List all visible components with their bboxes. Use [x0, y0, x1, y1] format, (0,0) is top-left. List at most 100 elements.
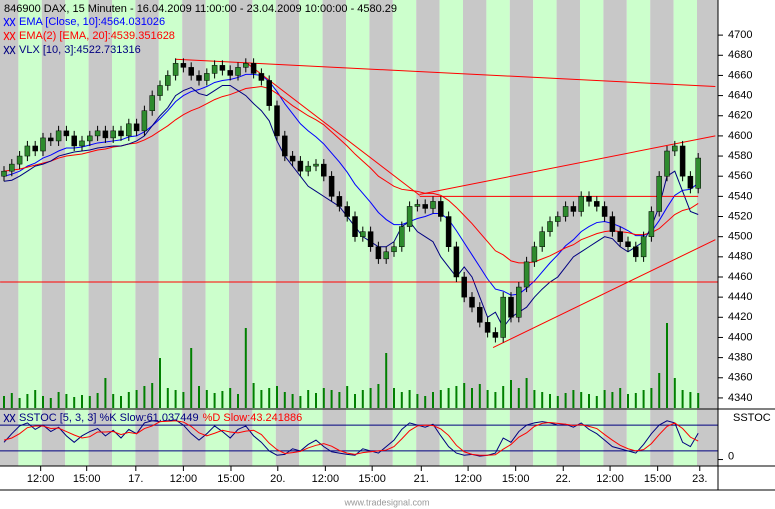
y-tick-label: 4600 [728, 130, 752, 142]
legend-icon [3, 31, 10, 41]
candle-body [118, 130, 124, 137]
y-tick-label: 4480 [728, 251, 752, 263]
legend-icon [3, 413, 10, 423]
volume-bar [658, 373, 661, 408]
candle-body [625, 241, 631, 248]
volume-bar [299, 396, 302, 408]
volume-bar [18, 398, 21, 408]
x-tick-label: 12:00 [596, 473, 624, 485]
volume-bar [315, 393, 317, 408]
volume-bar [603, 390, 606, 408]
volume-bar [346, 386, 349, 408]
x-tick-label: 22. [556, 473, 571, 485]
candle-body [79, 140, 85, 147]
candle-body [664, 150, 670, 177]
trend-line [492, 239, 716, 348]
legend-icon [3, 45, 10, 55]
stripe [88, 0, 112, 466]
candle-body [63, 130, 70, 137]
volume-bar [34, 390, 37, 408]
volume-bar [283, 392, 286, 408]
volume-bar [96, 393, 99, 408]
stripe [182, 0, 206, 466]
legend-icon [3, 17, 10, 27]
volume-bar [369, 388, 372, 408]
volume-bar [330, 390, 333, 408]
volume-bar [166, 388, 169, 408]
session-stripes [0, 0, 718, 466]
volume-bar [697, 393, 700, 408]
candle-body [617, 231, 623, 242]
candle-body [274, 105, 280, 137]
y-tick-label: 4400 [728, 331, 752, 343]
volume-bar [556, 396, 559, 408]
price-panel [0, 58, 718, 408]
volume-bar [229, 388, 232, 408]
legend-label: SSTOC [5, 3, 3] %K Slow:61.037449 [19, 412, 199, 424]
candle-body [102, 130, 109, 139]
candle-body [687, 175, 694, 189]
candle-body [188, 67, 194, 76]
volume-bar [112, 394, 115, 408]
candle-body [258, 73, 265, 81]
axes: 4340 4360 4380 4400 4420 4440 4460 4480 4500 4520… [0, 0, 775, 491]
stripe [0, 0, 19, 466]
candle-body [531, 246, 538, 263]
volume-bar [307, 390, 310, 408]
oscillator-title: SSTOC [733, 412, 771, 424]
legend-label: VLX [10, 3]:4522.731316 [19, 44, 141, 56]
candle-body [633, 246, 639, 258]
volume-bar [143, 386, 146, 408]
candle-body [211, 65, 218, 74]
oscillator-line [3, 420, 699, 456]
stripe [580, 0, 604, 466]
volume-bar [385, 353, 388, 408]
candle-body [414, 204, 421, 207]
candle-body [555, 216, 561, 222]
candle-body [149, 95, 155, 111]
y-tick-label: 4460 [728, 271, 752, 283]
legend-label: EMA [Close, 10]:4564.031026 [19, 16, 165, 28]
y-tick-label: 4700 [728, 29, 752, 41]
y-tick-label: 4440 [728, 291, 752, 303]
candle-body [430, 201, 436, 209]
volume-bar [120, 396, 122, 408]
volume-bar [502, 386, 505, 408]
volume-bar [517, 388, 520, 408]
candle-body [336, 196, 343, 207]
volume-bar [533, 390, 536, 408]
volume-bar [135, 390, 138, 408]
candle-body [40, 137, 46, 152]
volume-bar [42, 396, 44, 408]
candle-body [180, 63, 187, 68]
stripe [158, 0, 183, 466]
candle-body [383, 251, 389, 260]
candle-body [570, 206, 577, 212]
candle-body [219, 65, 226, 71]
volume-bar [595, 396, 598, 408]
volume-bar [564, 393, 567, 408]
volume-bar [3, 396, 5, 408]
volume-bar [260, 390, 263, 408]
candle-body [406, 206, 413, 227]
stripe [65, 0, 89, 466]
stripe [486, 0, 510, 466]
candle-body [399, 226, 405, 248]
volume-bar [525, 378, 528, 408]
oscillator-panel [0, 419, 718, 457]
volume-bar [354, 394, 356, 408]
candle-body [352, 216, 358, 237]
y-tick-label: 4340 [728, 392, 752, 404]
candle-body [469, 296, 475, 308]
volume-bar [26, 394, 29, 408]
stripe [463, 0, 487, 466]
candle-body [48, 137, 54, 142]
x-tick-label: 21. [414, 473, 429, 485]
candle-body [578, 196, 584, 212]
volume-bar [424, 396, 427, 408]
volume-bar [681, 390, 684, 408]
candle-body [71, 135, 77, 147]
legend-icon [9, 17, 16, 27]
volume-bar [10, 393, 13, 408]
